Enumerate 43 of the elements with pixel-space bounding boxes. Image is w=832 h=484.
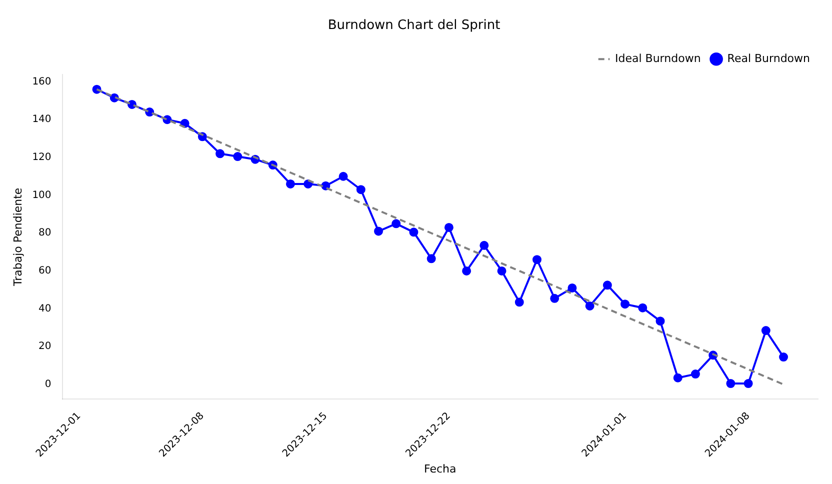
y-tick-label: 120 xyxy=(32,152,52,164)
point xyxy=(620,300,630,309)
point xyxy=(514,298,524,307)
point xyxy=(216,149,225,158)
point xyxy=(374,226,384,236)
point xyxy=(356,185,366,194)
point xyxy=(568,283,577,292)
point xyxy=(602,280,612,290)
point xyxy=(426,254,436,264)
point xyxy=(656,316,665,326)
y-tick-label: 0 xyxy=(44,379,52,390)
point xyxy=(233,152,242,162)
point xyxy=(392,219,401,228)
y-tick-label: 40 xyxy=(38,303,52,314)
y-tick-label: 60 xyxy=(38,266,52,277)
point xyxy=(744,379,753,388)
point xyxy=(480,240,489,250)
legend-label: Ideal Burndown xyxy=(615,52,701,65)
point xyxy=(409,228,418,237)
point xyxy=(638,303,648,312)
point xyxy=(532,255,542,264)
point xyxy=(444,222,454,232)
point xyxy=(550,294,560,303)
point xyxy=(462,266,472,276)
y-tick-label: 20 xyxy=(38,341,52,352)
y-axis-title: Trabajo Pendiente xyxy=(11,188,24,288)
point xyxy=(497,266,506,276)
point xyxy=(779,352,788,362)
point xyxy=(286,179,295,188)
point xyxy=(673,373,682,382)
point xyxy=(338,172,348,181)
y-tick-label: 140 xyxy=(32,114,52,126)
legend-label: Real Burndown xyxy=(727,52,810,65)
point xyxy=(585,301,594,310)
y-tick-label: 100 xyxy=(32,190,52,201)
point xyxy=(761,326,770,336)
chart-title: Burndown Chart del Sprint xyxy=(328,18,500,34)
point xyxy=(304,179,313,188)
x-axis-title: Fecha xyxy=(424,462,456,476)
y-tick-label: 80 xyxy=(38,228,52,239)
y-tick-label: 160 xyxy=(32,76,52,88)
point xyxy=(726,379,736,388)
point xyxy=(690,370,700,379)
